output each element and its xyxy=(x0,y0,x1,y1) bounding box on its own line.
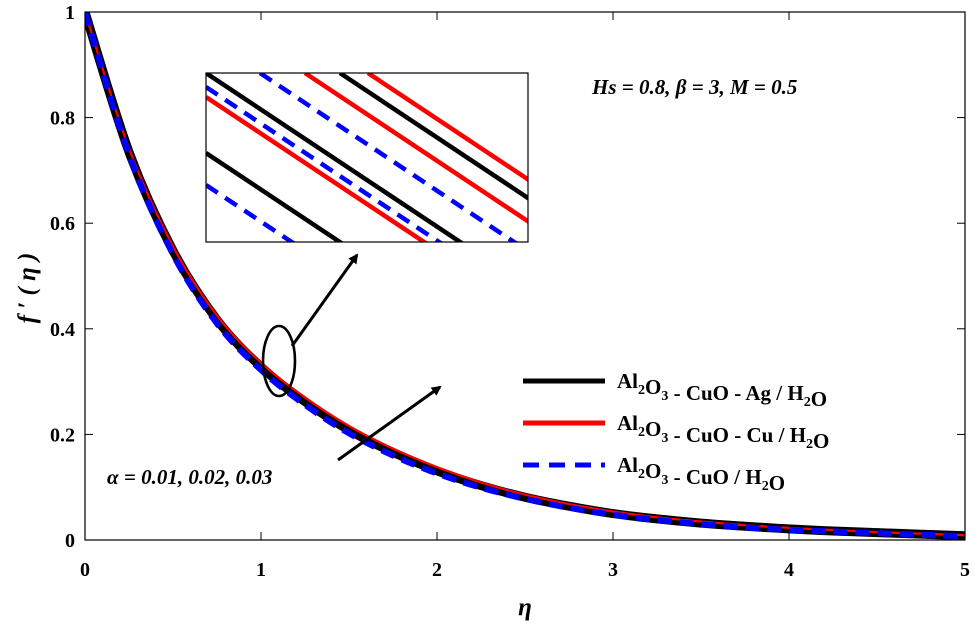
y-tick-label: 1 xyxy=(65,2,75,24)
inset-line xyxy=(303,73,528,224)
alpha-arrow xyxy=(337,385,442,462)
legend-label: Al2O3 - CuO - Ag / H2O xyxy=(617,369,827,411)
inset-line xyxy=(206,73,465,242)
alpha-annotation: α = 0.01, 0.02, 0.03 xyxy=(107,465,272,489)
inset-line xyxy=(206,85,444,242)
legend-label: Al2O3 - CuO - Cu / H2O xyxy=(617,411,829,453)
inset-line xyxy=(206,151,344,242)
zoom-inset xyxy=(205,72,529,243)
y-tick-label: 0 xyxy=(65,530,75,552)
x-tick-label: 1 xyxy=(256,559,266,581)
inset-line xyxy=(338,73,528,201)
plot-frame xyxy=(84,11,966,541)
x-axis-label: η xyxy=(518,594,532,621)
inset-line xyxy=(206,95,429,242)
inset-line xyxy=(206,183,296,242)
legend-label: Al2O3 - CuO / H2O xyxy=(617,453,785,495)
series-line xyxy=(85,12,965,537)
series-line xyxy=(85,12,965,540)
y-tick-label: 0.4 xyxy=(50,319,75,341)
x-tick-label: 0 xyxy=(80,559,90,581)
y-axis-ticks: 0 0.2 0.4 0.6 0.8 1 xyxy=(50,2,965,552)
x-tick-label: 3 xyxy=(608,559,618,581)
inset-line xyxy=(366,73,528,183)
inset-line xyxy=(258,73,519,242)
y-tick-label: 0.2 xyxy=(50,424,75,446)
highlight-ellipse xyxy=(261,324,297,398)
parameters-annotation: Hs = 0.8, β = 3, M = 0.5 xyxy=(591,75,797,99)
y-axis-label: f ′ ( η ) xyxy=(14,253,41,324)
x-tick-label: 2 xyxy=(432,559,442,581)
inset-arrow xyxy=(290,253,359,347)
zoom-inset-frame xyxy=(205,72,529,243)
x-axis-ticks: 0 1 2 3 4 5 xyxy=(80,12,970,581)
y-tick-label: 0.6 xyxy=(50,213,75,235)
x-tick-label: 4 xyxy=(784,559,794,581)
y-tick-label: 0.8 xyxy=(50,108,75,130)
x-tick-label: 5 xyxy=(960,559,970,581)
zoom-inset-lines xyxy=(206,73,528,242)
series-layer xyxy=(85,12,965,540)
